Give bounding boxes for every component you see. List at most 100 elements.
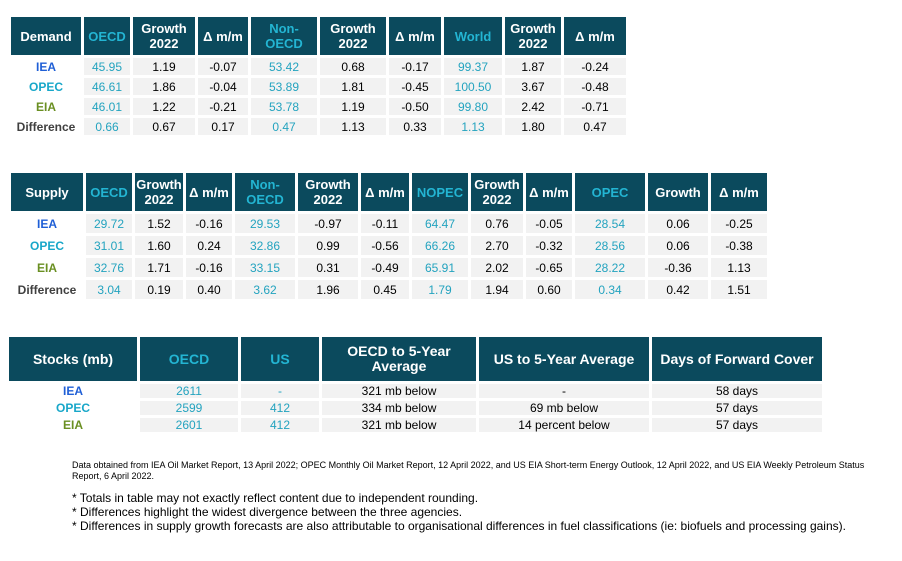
table-cell: 0.17 bbox=[198, 118, 248, 135]
demand-header-row: Demand OECD Growth 2022 Δ m/m Non-OECD G… bbox=[11, 17, 626, 55]
supply-header-cell: Supply bbox=[11, 173, 83, 211]
row-label: Difference bbox=[17, 282, 77, 297]
row-label: OPEC bbox=[29, 238, 64, 253]
table-cell: 28.56 bbox=[575, 236, 645, 255]
table-row: EIA 2601 412 321 mb below 14 percent bel… bbox=[9, 418, 822, 432]
footnote: * Differences highlight the widest diver… bbox=[72, 505, 463, 519]
row-label: OPEC bbox=[28, 79, 63, 94]
table-cell: 0.06 bbox=[648, 236, 708, 255]
row-label: OPEC bbox=[55, 401, 90, 415]
table-cell: -0.50 bbox=[389, 98, 441, 115]
footnote: * Differences in supply growth forecasts… bbox=[72, 519, 846, 533]
table-cell: 58 days bbox=[652, 384, 822, 398]
table-cell: -0.21 bbox=[198, 98, 248, 115]
supply-table: Supply OECD Growth 2022 Δ m/m Non-OECD G… bbox=[8, 170, 770, 302]
demand-header-cell: Δ m/m bbox=[198, 17, 248, 55]
table-row: OPEC 2599 412 334 mb below 69 mb below 5… bbox=[9, 401, 822, 415]
table-cell: 33.15 bbox=[235, 258, 295, 277]
table-cell: 0.19 bbox=[135, 280, 183, 299]
demand-table: Demand OECD Growth 2022 Δ m/m Non-OECD G… bbox=[8, 14, 629, 138]
table-cell: 1.22 bbox=[133, 98, 195, 115]
table-row: EIA 32.76 1.71 -0.16 33.15 0.31 -0.49 65… bbox=[11, 258, 767, 277]
table-cell: 0.33 bbox=[389, 118, 441, 135]
row-label: Difference bbox=[16, 119, 76, 134]
stocks-header-cell: Days of Forward Cover bbox=[652, 337, 822, 381]
table-cell: 0.47 bbox=[251, 118, 317, 135]
table-cell: 2601 bbox=[140, 418, 238, 432]
table-row: Difference 3.04 0.19 0.40 3.62 1.96 0.45… bbox=[11, 280, 767, 299]
row-label: EIA bbox=[62, 418, 83, 432]
stocks-table: Stocks (mb) OECD US OECD to 5-Year Avera… bbox=[6, 334, 825, 435]
demand-header-cell: Δ m/m bbox=[389, 17, 441, 55]
table-cell: 0.66 bbox=[84, 118, 130, 135]
table-cell: 0.67 bbox=[133, 118, 195, 135]
supply-header-cell: OECD bbox=[86, 173, 132, 211]
table-cell: 53.89 bbox=[251, 78, 317, 95]
table-cell: 0.47 bbox=[564, 118, 626, 135]
table-cell: 45.95 bbox=[84, 58, 130, 75]
table-cell: 69 mb below bbox=[479, 401, 649, 415]
row-label: IEA bbox=[36, 216, 57, 231]
table-cell: -0.05 bbox=[526, 214, 572, 233]
table-cell: -0.11 bbox=[361, 214, 409, 233]
table-cell: -0.71 bbox=[564, 98, 626, 115]
table-cell: 28.54 bbox=[575, 214, 645, 233]
table-cell: 53.78 bbox=[251, 98, 317, 115]
row-label: IEA bbox=[35, 59, 56, 74]
table-cell: 3.62 bbox=[235, 280, 295, 299]
table-cell: 1.87 bbox=[505, 58, 561, 75]
table-cell: 321 mb below bbox=[322, 384, 476, 398]
table-cell: 334 mb below bbox=[322, 401, 476, 415]
table-cell: 57 days bbox=[652, 418, 822, 432]
table-cell: 0.42 bbox=[648, 280, 708, 299]
supply-header-cell: Δ m/m bbox=[526, 173, 572, 211]
table-cell: 1.96 bbox=[298, 280, 358, 299]
row-label: EIA bbox=[36, 260, 57, 275]
table-cell: -0.07 bbox=[198, 58, 248, 75]
table-cell: -0.16 bbox=[186, 214, 232, 233]
table-cell: 0.34 bbox=[575, 280, 645, 299]
table-cell: 1.71 bbox=[135, 258, 183, 277]
table-cell: 2.02 bbox=[471, 258, 523, 277]
demand-header-cell: Δ m/m bbox=[564, 17, 626, 55]
stocks-header-cell: OECD bbox=[140, 337, 238, 381]
table-cell: 99.37 bbox=[444, 58, 502, 75]
table-cell: 1.19 bbox=[133, 58, 195, 75]
table-cell: 29.72 bbox=[86, 214, 132, 233]
table-cell: 53.42 bbox=[251, 58, 317, 75]
stocks-header-cell: OECD to 5-Year Average bbox=[322, 337, 476, 381]
stocks-header-cell: US to 5-Year Average bbox=[479, 337, 649, 381]
table-cell: 3.04 bbox=[86, 280, 132, 299]
table-cell: 0.68 bbox=[320, 58, 386, 75]
table-cell: -0.36 bbox=[648, 258, 708, 277]
table-cell: 1.86 bbox=[133, 78, 195, 95]
table-cell: 2599 bbox=[140, 401, 238, 415]
table-cell: 64.47 bbox=[412, 214, 468, 233]
table-cell: 1.60 bbox=[135, 236, 183, 255]
table-cell: 1.13 bbox=[444, 118, 502, 135]
table-cell: - bbox=[241, 384, 319, 398]
demand-header-cell: OECD bbox=[84, 17, 130, 55]
demand-header-cell: Growth 2022 bbox=[320, 17, 386, 55]
supply-header-cell: Δ m/m bbox=[361, 173, 409, 211]
table-cell: 65.91 bbox=[412, 258, 468, 277]
table-cell: - bbox=[479, 384, 649, 398]
table-cell: -0.16 bbox=[186, 258, 232, 277]
table-cell: 29.53 bbox=[235, 214, 295, 233]
table-cell: 2611 bbox=[140, 384, 238, 398]
table-cell: 28.22 bbox=[575, 258, 645, 277]
stocks-header-row: Stocks (mb) OECD US OECD to 5-Year Avera… bbox=[9, 337, 822, 381]
table-cell: 0.99 bbox=[298, 236, 358, 255]
table-cell: 31.01 bbox=[86, 236, 132, 255]
table-cell: -0.56 bbox=[361, 236, 409, 255]
table-cell: 2.42 bbox=[505, 98, 561, 115]
footnotes: * Totals in table may not exactly reflec… bbox=[72, 491, 884, 533]
supply-header-cell: Growth bbox=[648, 173, 708, 211]
table-cell: 1.52 bbox=[135, 214, 183, 233]
table-cell: -0.17 bbox=[389, 58, 441, 75]
demand-header-cell: Growth 2022 bbox=[505, 17, 561, 55]
supply-header-cell: Growth 2022 bbox=[135, 173, 183, 211]
table-cell: 1.13 bbox=[320, 118, 386, 135]
supply-header-cell: Non-OECD bbox=[235, 173, 295, 211]
row-label: EIA bbox=[35, 99, 56, 114]
